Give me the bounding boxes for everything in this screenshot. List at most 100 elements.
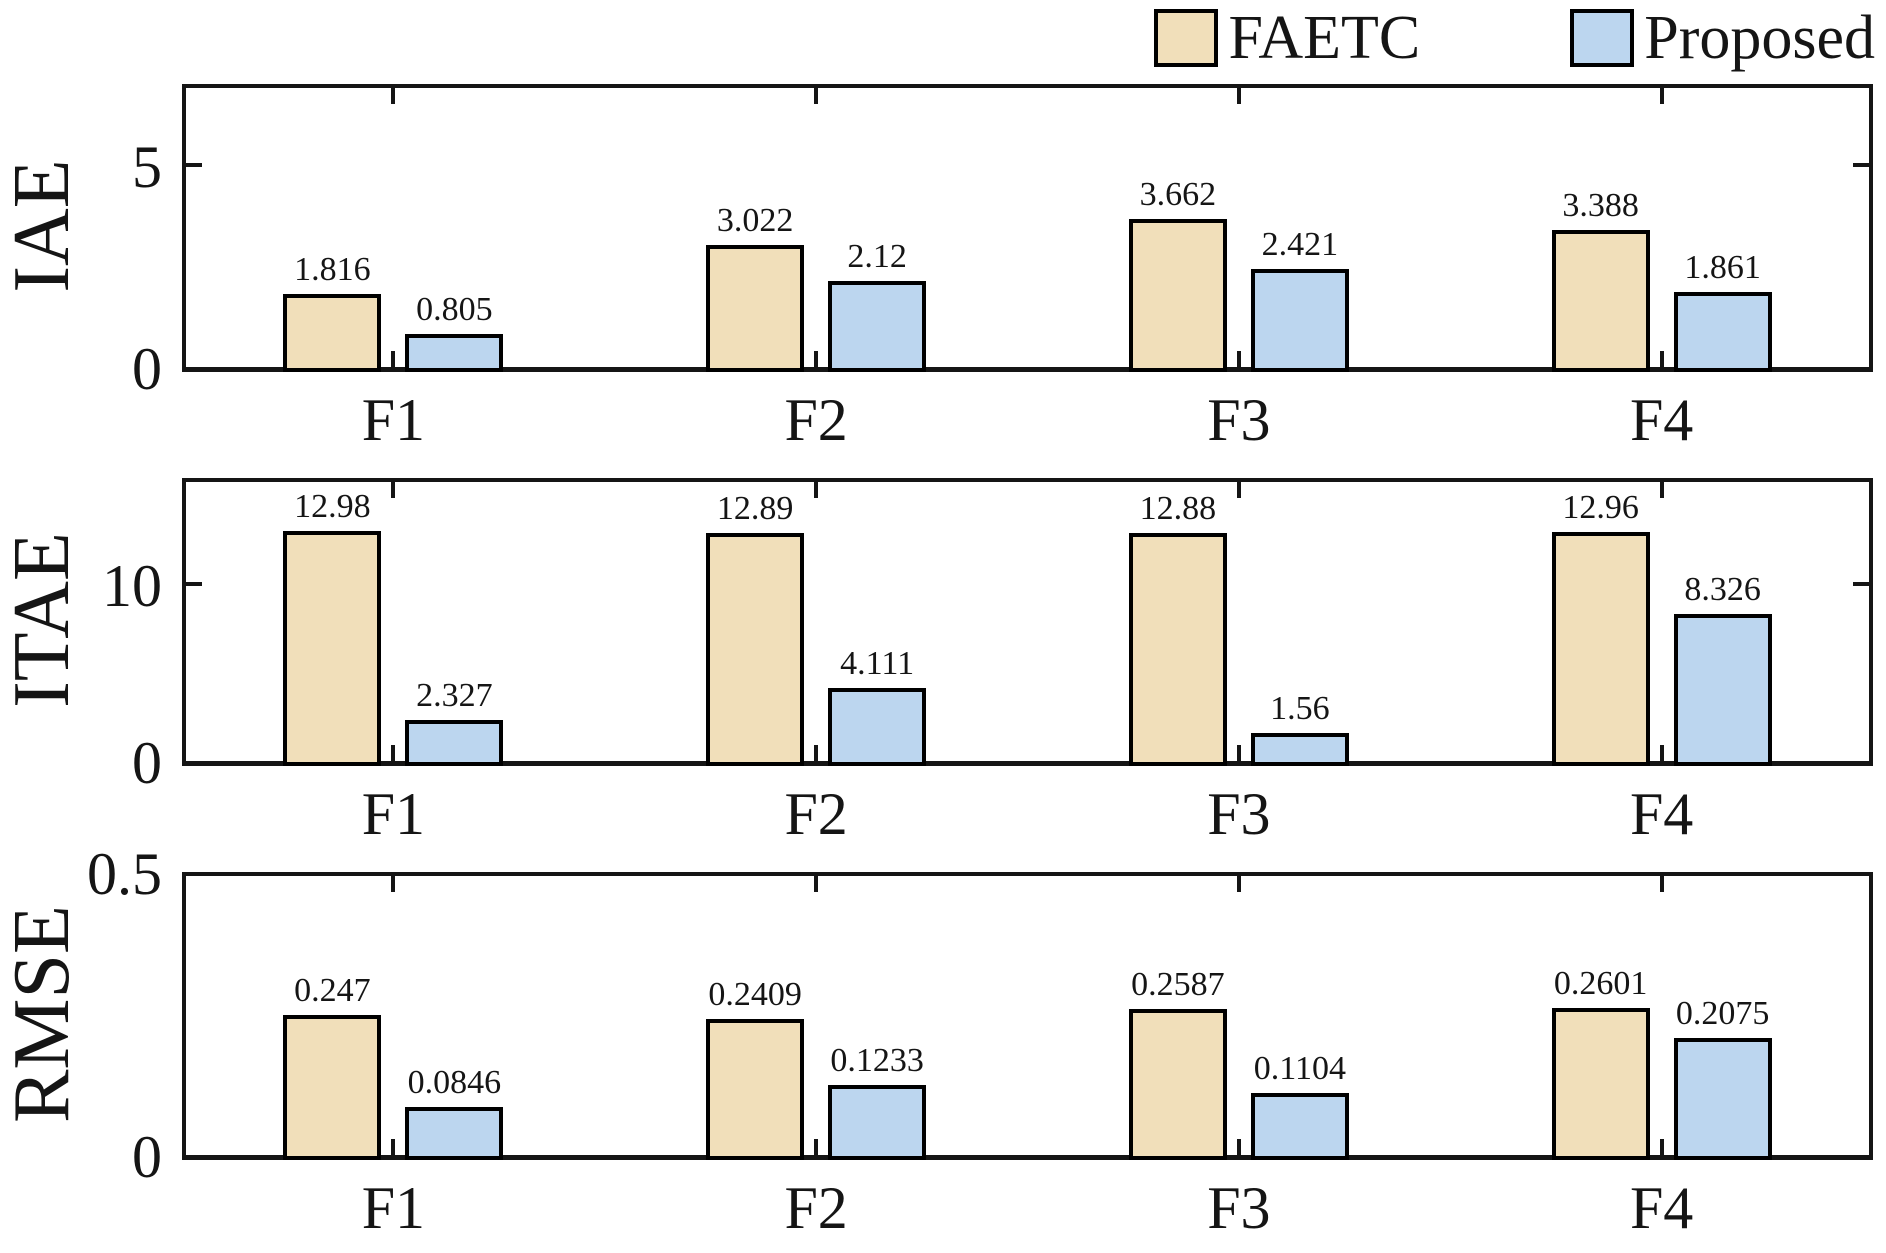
bar-value-label-itae-faetc-f2: 12.89	[716, 490, 794, 527]
bar-rmse-proposed-f3	[1250, 1092, 1349, 1160]
axes-border-left-itae	[182, 478, 186, 766]
bar-rmse-faetc-f1	[283, 1015, 382, 1160]
y-axis-label-rmse: RMSE	[0, 904, 86, 1123]
y-tick-mark-left	[186, 582, 202, 587]
bar-itae-proposed-f3	[1250, 733, 1349, 766]
bar-rmse-proposed-f1	[405, 1107, 504, 1160]
y-tick-mark-right	[1853, 162, 1869, 167]
x-category-label-itae-f3: F3	[1207, 781, 1271, 847]
axes-border-bottom-iae	[182, 367, 1873, 372]
y-tick-label-rmse-0.5: 0.5	[87, 841, 162, 907]
legend-item-proposed: Proposed	[1570, 6, 1875, 70]
bar-iae-faetc-f2	[706, 244, 805, 372]
x-tick-mark-top-f3	[1236, 482, 1241, 498]
bar-iae-proposed-f1	[405, 334, 504, 372]
x-tick-mark-top-f2	[814, 482, 819, 498]
x-tick-mark-bottom-f1	[391, 745, 396, 761]
x-category-label-rmse-f4: F4	[1629, 1175, 1694, 1241]
x-category-label-rmse-f3: F3	[1207, 1175, 1271, 1241]
bar-value-label-rmse-faetc-f3: 0.2587	[1131, 965, 1225, 1003]
bar-iae-faetc-f3	[1128, 218, 1227, 372]
axes-border-top-iae	[182, 84, 1873, 88]
x-tick-mark-bottom-f3	[1236, 351, 1241, 367]
axes-border-right-itae	[1869, 478, 1873, 766]
x-tick-mark-bottom-f3	[1236, 745, 1241, 761]
bar-value-label-iae-faetc-f3: 3.662	[1139, 175, 1217, 213]
bar-rmse-proposed-f4	[1673, 1037, 1772, 1160]
bar-value-label-itae-faetc-f4: 12.96	[1562, 488, 1639, 526]
bar-value-label-iae-faetc-f2: 3.022	[716, 201, 794, 239]
bar-value-label-rmse-faetc-f4: 0.2601	[1553, 964, 1648, 1002]
bar-itae-proposed-f2	[828, 688, 927, 766]
x-category-label-iae-f2: F2	[784, 387, 848, 453]
bar-value-label-iae-proposed-f4: 1.861	[1684, 248, 1761, 286]
axes-border-top-itae	[182, 478, 1873, 482]
axes-border-bottom-itae	[182, 761, 1873, 766]
x-category-label-rmse-f2: F2	[784, 1175, 848, 1241]
x-tick-mark-bottom-f3	[1236, 1139, 1241, 1155]
bar-iae-faetc-f1	[283, 293, 382, 372]
y-tick-label-iae-5: 5	[132, 133, 162, 200]
x-category-label-itae-f1: F1	[361, 781, 426, 847]
x-tick-mark-bottom-f4	[1659, 351, 1664, 367]
x-tick-mark-top-f2	[814, 88, 819, 104]
bar-value-label-itae-faetc-f3: 12.88	[1139, 490, 1217, 528]
axes-border-left-iae	[182, 84, 186, 372]
y-tick-label-itae-10: 10	[102, 553, 162, 620]
x-tick-mark-top-f4	[1659, 482, 1664, 498]
bar-value-label-itae-proposed-f1: 2.327	[416, 676, 493, 714]
x-tick-mark-bottom-f2	[814, 351, 819, 367]
bar-itae-proposed-f1	[405, 719, 504, 766]
bar-value-label-itae-proposed-f4: 8.326	[1684, 570, 1761, 608]
legend: FAETC Proposed	[1154, 6, 1875, 70]
bar-itae-faetc-f4	[1551, 531, 1650, 766]
y-tick-label-itae-0: 0	[132, 730, 162, 796]
bar-value-label-iae-faetc-f4: 3.388	[1562, 187, 1639, 225]
y-tick-mark-left	[186, 162, 202, 167]
x-tick-mark-bottom-f2	[814, 1139, 819, 1155]
bar-rmse-proposed-f2	[828, 1085, 927, 1160]
x-tick-mark-top-f3	[1236, 876, 1241, 892]
x-tick-mark-top-f4	[1659, 88, 1664, 104]
bar-itae-faetc-f2	[706, 533, 805, 766]
x-category-label-itae-f4: F4	[1629, 781, 1694, 847]
y-tick-mark-right	[1853, 582, 1869, 587]
bar-iae-proposed-f3	[1250, 269, 1349, 372]
axes-border-right-iae	[1869, 84, 1873, 372]
bar-iae-proposed-f4	[1673, 291, 1772, 372]
legend-item-faetc: FAETC	[1154, 6, 1420, 70]
bar-value-label-rmse-proposed-f4: 0.2075	[1675, 994, 1770, 1032]
x-tick-mark-top-f1	[391, 482, 396, 498]
bar-value-label-rmse-proposed-f1: 0.0846	[407, 1064, 502, 1102]
x-tick-mark-top-f1	[391, 88, 396, 104]
axes-border-left-rmse	[182, 872, 186, 1160]
bar-iae-proposed-f2	[828, 281, 927, 372]
axes-border-top-rmse	[182, 872, 1873, 876]
bar-value-label-iae-proposed-f2: 2.12	[847, 238, 907, 276]
legend-swatch-proposed	[1570, 9, 1635, 67]
axes-border-right-rmse	[1869, 872, 1873, 1160]
x-tick-mark-bottom-f1	[391, 1139, 396, 1155]
x-category-label-itae-f2: F2	[784, 781, 848, 847]
x-category-label-iae-f4: F4	[1629, 387, 1694, 453]
bar-rmse-faetc-f4	[1551, 1007, 1650, 1160]
x-category-label-iae-f1: F1	[361, 387, 426, 453]
x-tick-mark-top-f2	[814, 876, 819, 892]
bar-rmse-faetc-f3	[1128, 1008, 1227, 1160]
x-tick-mark-bottom-f4	[1659, 1139, 1664, 1155]
x-tick-mark-bottom-f4	[1659, 745, 1664, 761]
x-tick-mark-top-f3	[1236, 88, 1241, 104]
bar-rmse-faetc-f2	[706, 1018, 805, 1160]
bar-value-label-itae-faetc-f1: 12.98	[294, 488, 371, 526]
x-tick-mark-bottom-f1	[391, 351, 396, 367]
legend-label-faetc: FAETC	[1228, 4, 1421, 72]
bar-value-label-itae-proposed-f2: 4.111	[840, 645, 915, 683]
bar-itae-faetc-f1	[283, 531, 382, 766]
bar-value-label-iae-faetc-f1: 1.816	[294, 250, 371, 288]
x-category-label-rmse-f1: F1	[361, 1175, 426, 1241]
bar-value-label-rmse-proposed-f2: 0.1233	[830, 1042, 924, 1080]
bar-itae-proposed-f4	[1673, 613, 1772, 766]
bar-value-label-rmse-proposed-f3: 0.1104	[1253, 1049, 1346, 1087]
bar-value-label-itae-proposed-f3: 1.56	[1270, 690, 1330, 728]
